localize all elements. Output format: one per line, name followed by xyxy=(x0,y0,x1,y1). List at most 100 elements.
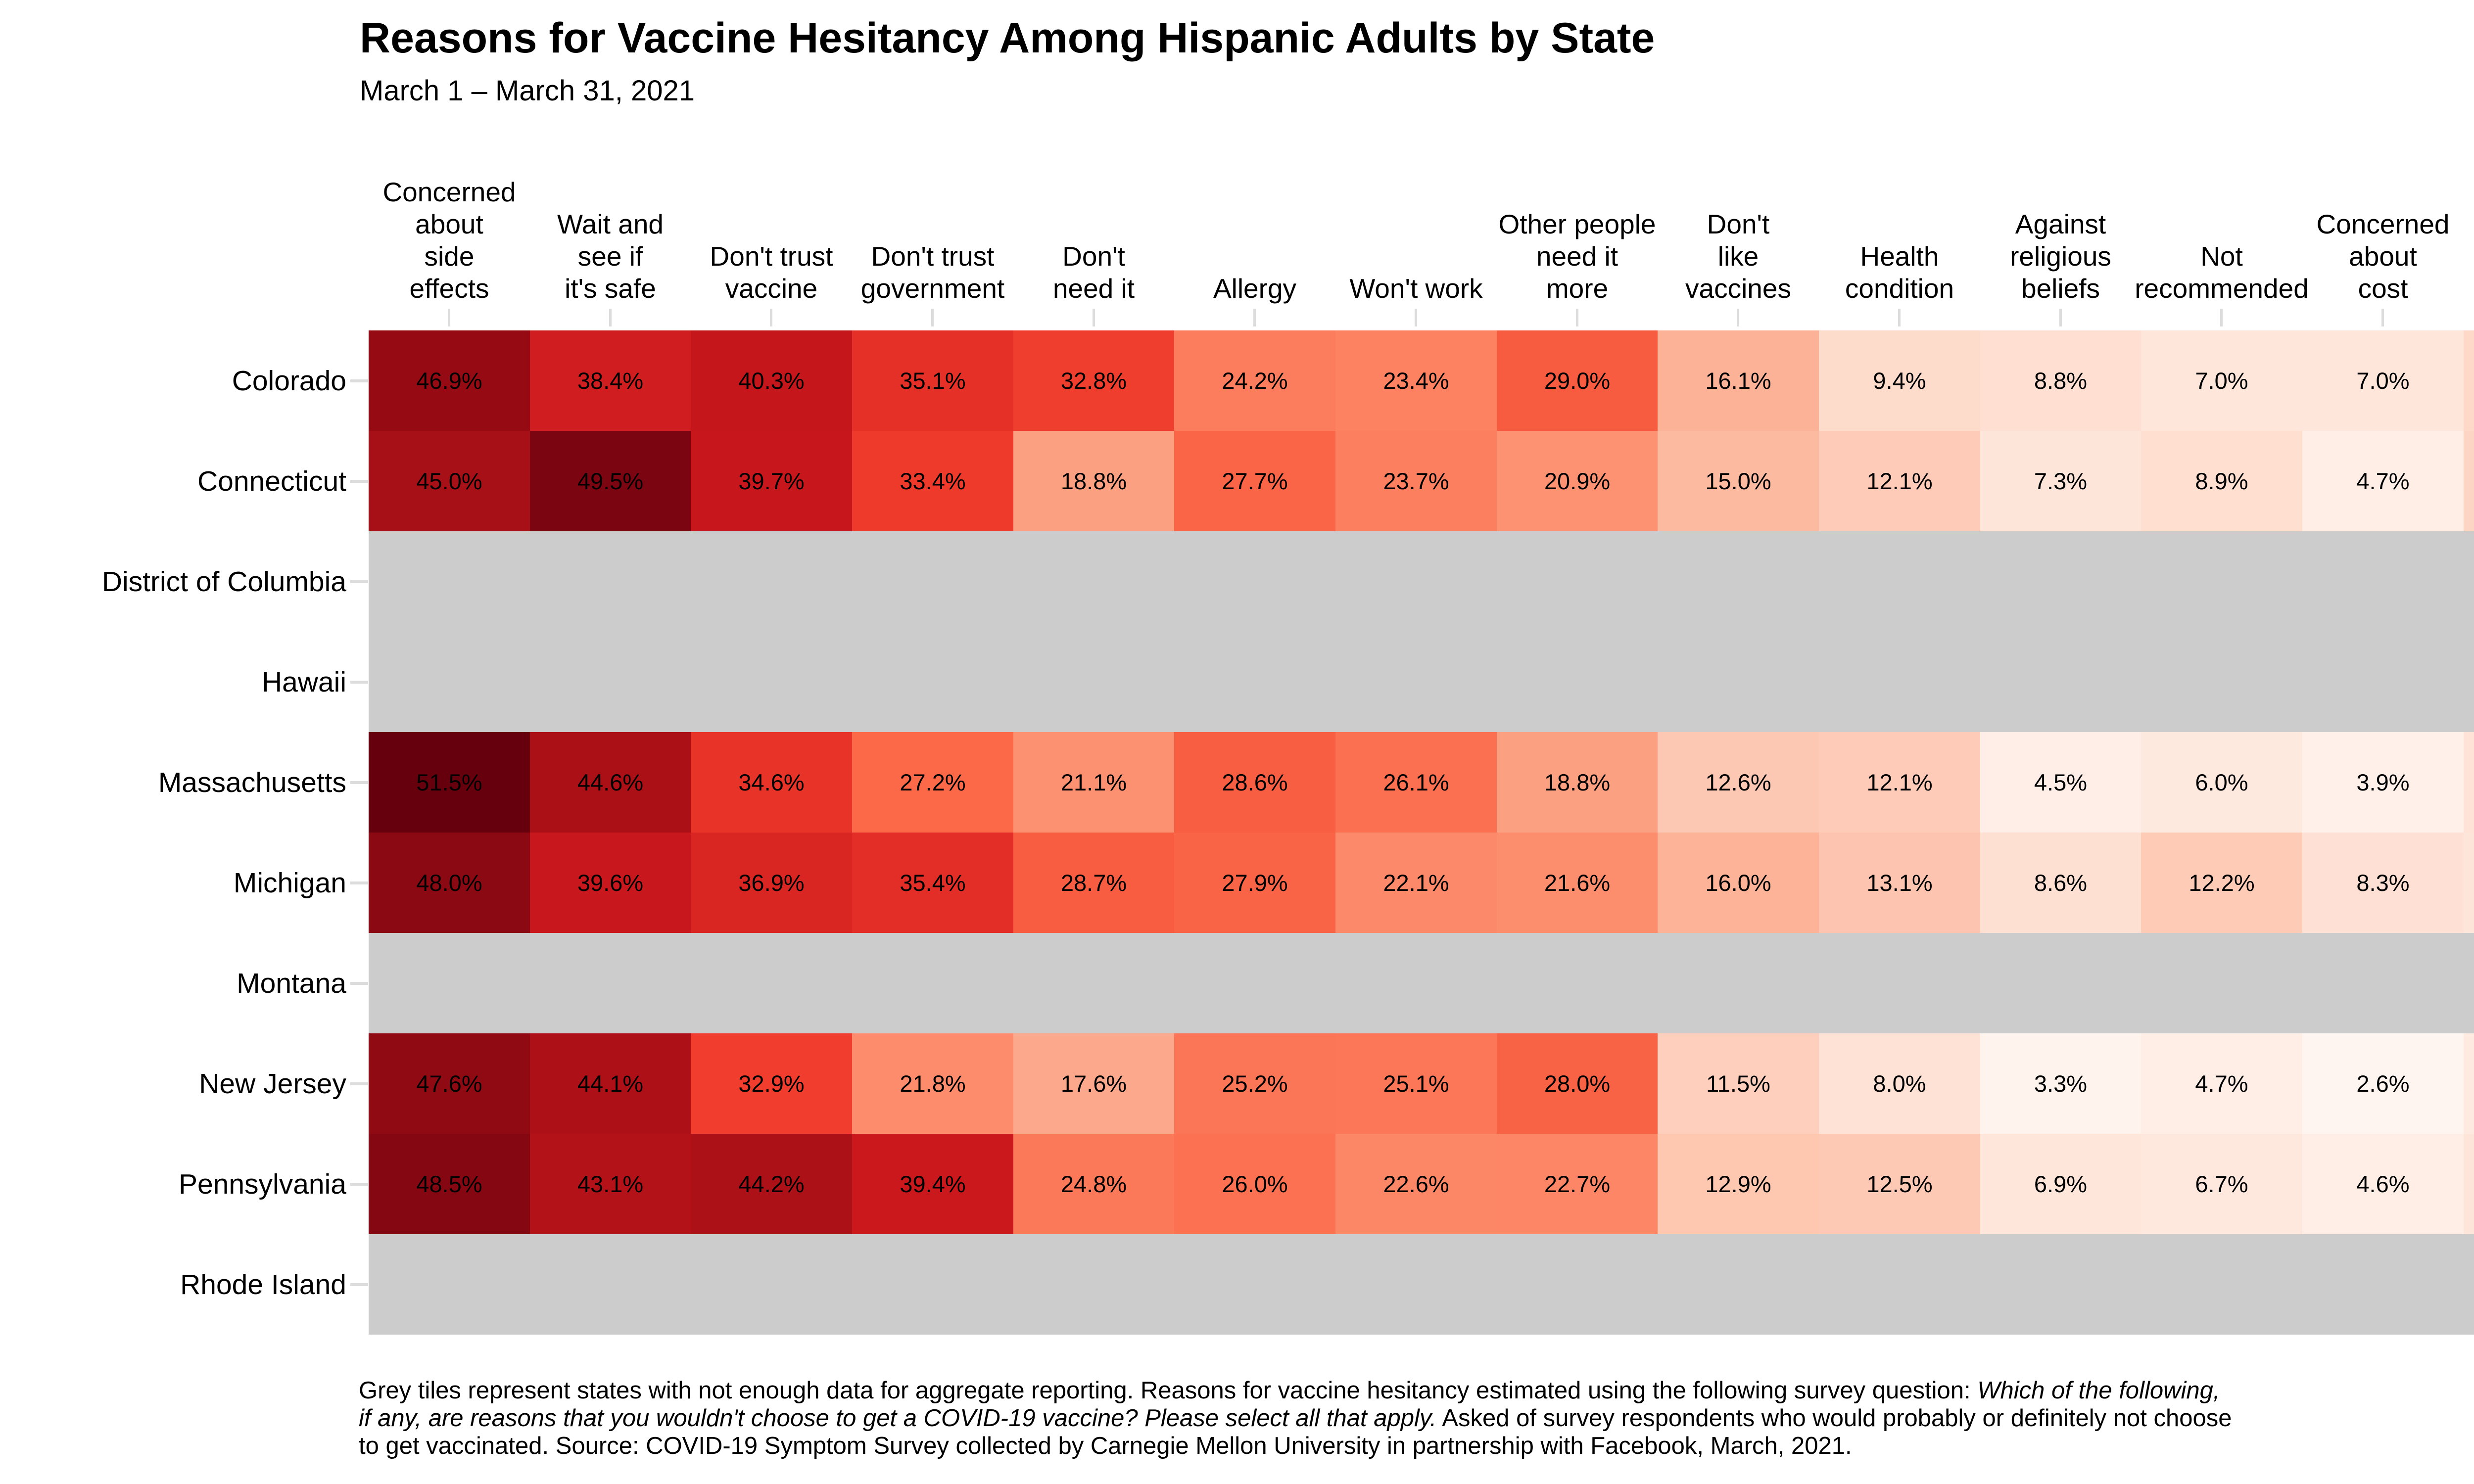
heatmap-cell: 25.1% xyxy=(1335,1033,1497,1134)
column-header-line: about xyxy=(415,209,483,239)
heatmap-cell: 32.9% xyxy=(691,1033,852,1134)
column-header: Against religious beliefs xyxy=(1980,163,2141,305)
heatmap-cell: 28.0% xyxy=(1497,1033,1658,1134)
row-label: Hawaii xyxy=(261,666,346,698)
column-header-line: Health xyxy=(1860,241,1939,272)
column-header-line: need it xyxy=(1052,273,1135,304)
heatmap-cell: 4.7% xyxy=(2141,1033,2302,1134)
column-header: Concerned about cost xyxy=(2302,163,2464,305)
column-header: Allergy xyxy=(1174,163,1335,305)
heatmap-cell: 7.0% xyxy=(2141,330,2302,431)
heatmap-cell: 32.8% xyxy=(1013,330,1174,431)
heatmap-cell: 34.6% xyxy=(691,732,852,833)
heatmap-cell: 49.5% xyxy=(530,431,691,531)
row-tick-left xyxy=(350,781,368,784)
heatmap-cell: 15.0% xyxy=(1658,431,1819,531)
column-header-line: government xyxy=(860,273,1005,304)
column-header-line: Not xyxy=(2200,241,2243,272)
footnote-survey-question: Which of the following, xyxy=(1977,1377,2220,1404)
heatmap-cell: 4.7% xyxy=(2302,431,2464,531)
heatmap-cell: 20.9% xyxy=(1497,431,1658,531)
heatmap-cell: 8.8% xyxy=(1980,330,2141,431)
footnote-text: Asked of survey respondents who would pr… xyxy=(1436,1405,2232,1432)
row-tick-left xyxy=(350,379,368,382)
heatmap-cell: 23.7% xyxy=(1335,431,1497,531)
heatmap-cell: 48.0% xyxy=(369,833,530,933)
column-header-line: Don't trust xyxy=(871,241,995,272)
heatmap-cell: 8.0% xyxy=(1819,1033,1980,1134)
column-tick xyxy=(1576,309,1578,326)
column-header: Don't like vaccines xyxy=(1658,163,1819,305)
heatmap-cell: 48.5% xyxy=(369,1134,530,1234)
column-header: Don't trust government xyxy=(852,163,1013,305)
row-label: District of Columbia xyxy=(101,565,346,598)
column-tick xyxy=(2220,309,2223,326)
heatmap-cell: 26.0% xyxy=(1174,1134,1335,1234)
heatmap-cell: 38.4% xyxy=(530,330,691,431)
footnote-text: to get vaccinated. Source: COVID-19 Symp… xyxy=(359,1433,1852,1459)
column-header-line: cost xyxy=(2358,273,2408,304)
heatmap-cell: 3.3% xyxy=(1980,1033,2141,1134)
column-header-line: vaccine xyxy=(725,273,818,304)
heatmap-cell: 22.1% xyxy=(1335,833,1497,933)
footnote-survey-question: if any, are reasons that you wouldn't ch… xyxy=(359,1405,1437,1432)
column-header-line: Allergy xyxy=(1213,273,1297,304)
column-header-line: beliefs xyxy=(2021,273,2100,304)
heatmap-cell: 24.8% xyxy=(1013,1134,1174,1234)
heatmap-cell: 47.6% xyxy=(369,1033,530,1134)
heatmap-cell: 4.5% xyxy=(1980,732,2141,833)
column-header: Won't work xyxy=(1335,163,1497,305)
column-header-line: Concerned xyxy=(382,177,516,207)
heatmap-cell: 28.6% xyxy=(1174,732,1335,833)
row-label: Massachusetts xyxy=(158,766,346,798)
column-tick xyxy=(448,309,450,326)
heatmap-cell: 44.2% xyxy=(691,1134,852,1234)
heatmap-cell: 11.5% xyxy=(1658,1033,1819,1134)
heatmap-cell: 44.6% xyxy=(530,732,691,833)
page-title: Reasons for Vaccine Hesitancy Among Hisp… xyxy=(360,14,1655,62)
heatmap-cell: 27.9% xyxy=(1174,833,1335,933)
heatmap-cell: 4.6% xyxy=(2302,1134,2464,1234)
heatmap-cell: 12.1% xyxy=(1819,732,1980,833)
column-tick xyxy=(770,309,772,326)
row-tick-left xyxy=(350,1082,368,1085)
column-tick xyxy=(1898,309,1901,326)
heatmap-cell: 21.8% xyxy=(852,1033,1013,1134)
footnote-text: Grey tiles represent states with not eno… xyxy=(359,1377,1978,1404)
row-label: Rhode Island xyxy=(180,1268,346,1300)
column-header-line: Don't xyxy=(1062,241,1125,272)
heatmap-cell: 23.4% xyxy=(1335,330,1497,431)
heatmap-cell: 7.8% xyxy=(2464,732,2474,833)
heatmap-cell: 40.3% xyxy=(691,330,852,431)
column-header-line: see if xyxy=(577,241,643,272)
column-header-line: about xyxy=(2349,241,2417,272)
row-tick-left xyxy=(350,580,368,583)
row-label: Colorado xyxy=(232,365,346,397)
column-header-line: need it xyxy=(1536,241,1618,272)
column-header-line: Other people xyxy=(1498,209,1656,239)
row-tick-left xyxy=(350,982,368,985)
heatmap-cell: 6.0% xyxy=(2141,732,2302,833)
footnote-line: if any, are reasons that you wouldn't ch… xyxy=(359,1404,2232,1432)
heatmap-cell: 13.1% xyxy=(1819,833,1980,933)
row-tick-left xyxy=(350,881,368,884)
page-subtitle: March 1 – March 31, 2021 xyxy=(360,75,695,107)
heatmap-cell: 25.2% xyxy=(1174,1033,1335,1134)
heatmap-cell: 12.6% xyxy=(1658,732,1819,833)
heatmap-cell: 39.7% xyxy=(691,431,852,531)
heatmap-cell: 33.4% xyxy=(852,431,1013,531)
heatmap-cell: 9.4% xyxy=(1819,330,1980,431)
heatmap-cell: 7.3% xyxy=(2464,1134,2474,1234)
column-header-line: it's safe xyxy=(565,273,656,304)
heatmap-cell: 16.0% xyxy=(1658,833,1819,933)
heatmap-cell: 12.2% xyxy=(2141,833,2302,933)
footnote-line: Grey tiles represent states with not eno… xyxy=(359,1377,2232,1404)
column-tick xyxy=(1415,309,1417,326)
heatmap-cell: 3.9% xyxy=(2302,732,2464,833)
heatmap-cell: 28.7% xyxy=(1013,833,1174,933)
column-header-line: Against xyxy=(2015,209,2106,239)
heatmap-cell: 24.2% xyxy=(1174,330,1335,431)
row-label: Pennsylvania xyxy=(178,1168,346,1200)
heatmap-cell: 8.3% xyxy=(2302,833,2464,933)
